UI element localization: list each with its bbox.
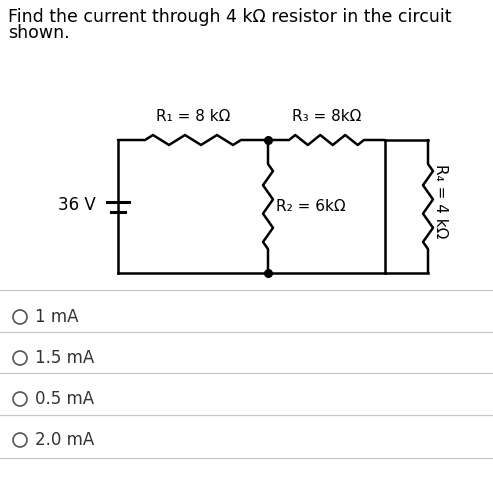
Text: shown.: shown. [8, 24, 70, 42]
Text: R₃ = 8kΩ: R₃ = 8kΩ [292, 109, 361, 124]
Text: 2.0 mA: 2.0 mA [35, 431, 94, 449]
Text: 1 mA: 1 mA [35, 308, 78, 326]
Text: R₁ = 8 kΩ: R₁ = 8 kΩ [156, 109, 230, 124]
Text: R₄ = 4 kΩ: R₄ = 4 kΩ [433, 164, 449, 239]
Text: 1.5 mA: 1.5 mA [35, 349, 94, 367]
Text: Find the current through 4 kΩ resistor in the circuit: Find the current through 4 kΩ resistor i… [8, 8, 452, 26]
Text: 0.5 mA: 0.5 mA [35, 390, 94, 408]
Text: R₂ = 6kΩ: R₂ = 6kΩ [276, 199, 346, 214]
Text: 36 V: 36 V [58, 195, 96, 214]
